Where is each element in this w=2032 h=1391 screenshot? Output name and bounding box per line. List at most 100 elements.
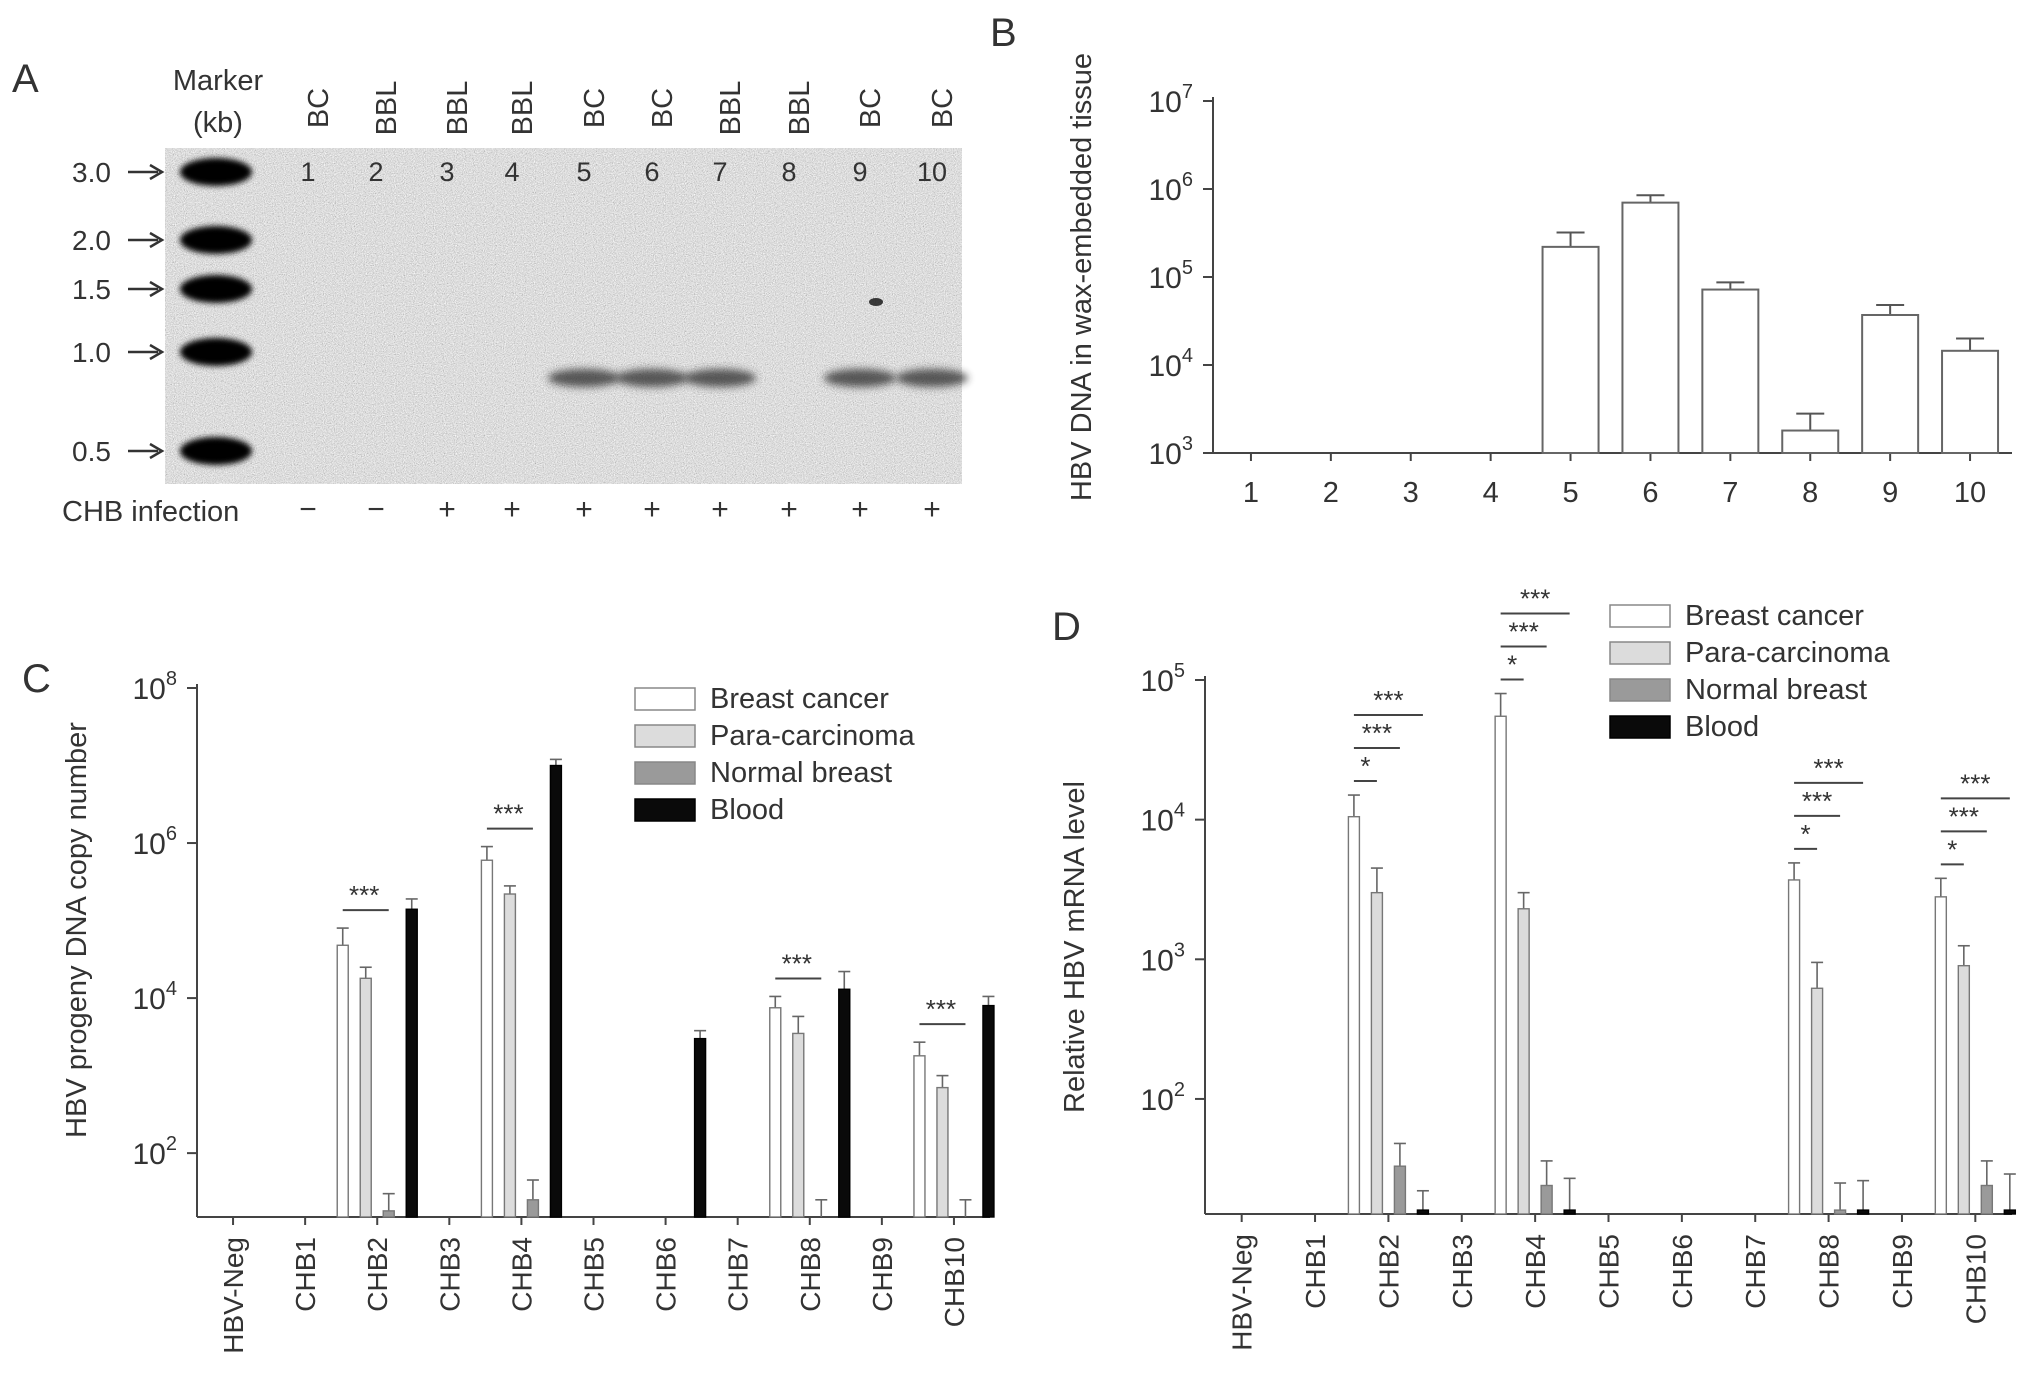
sample-band xyxy=(548,369,620,387)
y-tick-label: 106 xyxy=(133,823,178,861)
infection-status: − xyxy=(299,493,317,526)
x-tick-label: CHB4 xyxy=(1520,1234,1551,1309)
lane-type-label: BC xyxy=(927,88,959,128)
bar xyxy=(526,1199,540,1218)
bar xyxy=(982,1004,995,1218)
lane-number: 1 xyxy=(300,157,315,187)
bar xyxy=(1957,964,1971,1215)
bar xyxy=(1787,879,1801,1215)
lane-type-label: BBL xyxy=(442,81,474,136)
y-tick-label: 107 xyxy=(1149,81,1194,119)
infection-status: + xyxy=(575,493,593,526)
legend-label: Normal breast xyxy=(1685,674,1867,706)
marker-arrow-head xyxy=(149,442,165,460)
bar xyxy=(1861,313,1920,455)
bar xyxy=(1347,815,1361,1215)
bar xyxy=(693,1037,707,1218)
bar xyxy=(1393,1165,1407,1215)
infection-status: + xyxy=(851,493,869,526)
bar xyxy=(405,908,418,1218)
significance-label: *** xyxy=(1813,753,1843,783)
bar xyxy=(480,859,494,1218)
legend-swatch xyxy=(634,761,696,785)
lane-number: 3 xyxy=(439,157,454,187)
bar xyxy=(382,1210,395,1218)
bar xyxy=(359,977,372,1218)
x-tick-label: CHB3 xyxy=(1447,1234,1478,1309)
infection-status: − xyxy=(367,493,385,526)
marker-size-label: 1.5 xyxy=(72,274,111,305)
y-tick-label: 104 xyxy=(1141,800,1186,838)
significance-label: *** xyxy=(349,880,379,910)
y-tick-label: 102 xyxy=(1141,1079,1186,1117)
bar xyxy=(1621,201,1680,454)
marker-arrow-head xyxy=(149,343,165,361)
lane-type-label: BC xyxy=(579,88,611,128)
bar xyxy=(336,944,349,1218)
bar xyxy=(1781,429,1840,454)
x-tick-label: CHB2 xyxy=(362,1237,393,1312)
sample-band xyxy=(824,369,896,387)
x-tick-label: CHB5 xyxy=(579,1237,610,1312)
infection-status: + xyxy=(503,493,521,526)
infection-status: + xyxy=(711,493,729,526)
bar xyxy=(549,764,563,1218)
legend-swatch xyxy=(1609,604,1671,628)
x-tick-label: CHB1 xyxy=(290,1237,321,1312)
significance-label: *** xyxy=(1373,685,1403,715)
lane-type-label: BBL xyxy=(371,81,403,136)
marker-unit: (kb) xyxy=(193,107,243,139)
marker-size-label: 2.0 xyxy=(72,225,111,256)
x-tick-label: 10 xyxy=(1954,477,1986,509)
marker-band xyxy=(180,275,252,303)
legend-label: Breast cancer xyxy=(1685,600,1864,632)
y-axis-label: Relative HBV mRNA level xyxy=(1059,781,1091,1113)
significance-label: *** xyxy=(1949,801,1979,831)
bar xyxy=(838,988,851,1218)
bar xyxy=(503,893,517,1218)
bar xyxy=(936,1086,949,1218)
infection-status: + xyxy=(780,493,798,526)
marker-arrow-head xyxy=(149,163,165,181)
significance-label: *** xyxy=(1802,786,1832,816)
x-tick-label: CHB5 xyxy=(1594,1234,1625,1309)
bar xyxy=(1810,987,1824,1215)
x-tick-label: CHB10 xyxy=(1960,1234,1991,1324)
bar xyxy=(769,1007,782,1218)
marker-arrow-head xyxy=(149,231,165,249)
y-tick-label: 106 xyxy=(1149,169,1194,207)
bar xyxy=(1370,891,1384,1215)
marker-band xyxy=(180,437,252,465)
x-tick-label: CHB7 xyxy=(1740,1234,1771,1309)
marker-arrow-head xyxy=(149,280,165,298)
y-tick-label: 104 xyxy=(133,978,178,1016)
x-tick-label: 7 xyxy=(1722,477,1738,509)
marker-band xyxy=(180,226,252,254)
x-tick-label: HBV-Neg xyxy=(1227,1234,1258,1351)
lane-number: 10 xyxy=(917,157,947,187)
y-tick-label: 102 xyxy=(133,1133,178,1171)
x-tick-label: 2 xyxy=(1323,477,1339,509)
panel-d-chart: D 102 103 104 105 Relative HBV mRNA level HBV… xyxy=(1052,584,2017,1351)
lane-type-label: BBL xyxy=(507,81,539,136)
legend-label: Blood xyxy=(1685,711,1759,743)
lane-type-label: BC xyxy=(855,88,887,128)
sample-band xyxy=(684,369,756,387)
bar xyxy=(1833,1209,1847,1215)
x-tick-label: CHB8 xyxy=(1814,1234,1845,1309)
x-tick-label: CHB2 xyxy=(1373,1234,1404,1309)
y-tick-label: 103 xyxy=(1149,433,1194,471)
significance-label: *** xyxy=(1362,718,1392,748)
bar xyxy=(1517,908,1530,1215)
significance-label: *** xyxy=(1960,768,1990,798)
marker-band xyxy=(180,338,252,366)
x-tick-label: CHB4 xyxy=(506,1237,537,1312)
bar xyxy=(1494,715,1507,1215)
panel-a-gel: A Marker (kb) BC BBL BBL BBL BC BC BBL BBL BC BC … xyxy=(12,57,968,528)
infection-status: + xyxy=(438,493,456,526)
marker-size-label: 0.5 xyxy=(72,436,111,467)
infection-status: + xyxy=(923,493,941,526)
legend-swatch xyxy=(1609,678,1671,702)
lane-type-label: BC xyxy=(303,88,335,128)
